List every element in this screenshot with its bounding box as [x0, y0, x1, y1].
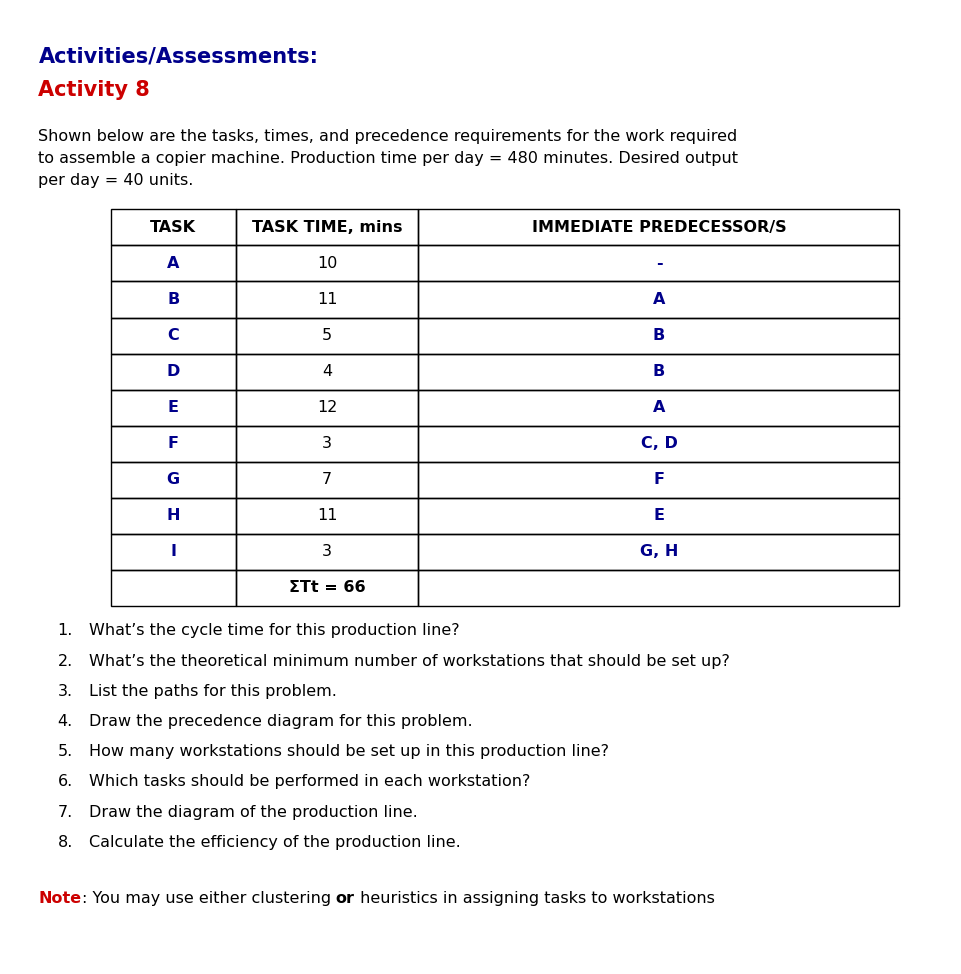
Bar [235, 281, 418, 318]
Bar [235, 498, 418, 534]
Text: 11: 11 [316, 292, 337, 307]
Bar [111, 426, 235, 462]
Bar [418, 426, 899, 462]
Text: C: C [167, 328, 179, 343]
Text: 5: 5 [322, 328, 332, 343]
Text: 11: 11 [316, 508, 337, 523]
Text: C, D: C, D [640, 436, 677, 451]
Text: 8.: 8. [58, 835, 73, 849]
Bar [235, 390, 418, 426]
Bar [235, 426, 418, 462]
Bar [111, 245, 235, 281]
Text: 7.: 7. [58, 805, 73, 819]
Bar [418, 245, 899, 281]
Text: I: I [170, 544, 176, 559]
Text: 6.: 6. [58, 774, 73, 789]
Text: Draw the diagram of the production line.: Draw the diagram of the production line. [88, 805, 417, 819]
Text: Note: Note [38, 891, 82, 906]
Bar [111, 354, 235, 390]
Text: A: A [167, 256, 179, 271]
Bar [418, 462, 899, 498]
Text: G: G [166, 472, 180, 487]
Bar [418, 354, 899, 390]
Text: 12: 12 [316, 400, 337, 415]
Text: or: or [335, 891, 355, 906]
Text: 4: 4 [322, 364, 332, 379]
Text: heuristics in assigning tasks to workstations: heuristics in assigning tasks to worksta… [355, 891, 714, 906]
Text: 2.: 2. [58, 654, 73, 668]
Text: What’s the theoretical minimum number of workstations that should be set up?: What’s the theoretical minimum number of… [88, 654, 728, 668]
Text: What’s the cycle time for this production line?: What’s the cycle time for this productio… [88, 623, 458, 638]
Text: H: H [166, 508, 180, 523]
Text: TASK: TASK [150, 220, 196, 235]
Text: 3: 3 [322, 544, 332, 559]
Text: per day = 40 units.: per day = 40 units. [38, 173, 194, 188]
Bar [235, 462, 418, 498]
Text: Which tasks should be performed in each workstation?: Which tasks should be performed in each … [88, 774, 530, 789]
Text: 7: 7 [322, 472, 332, 487]
Bar [418, 318, 899, 354]
Text: A: A [653, 292, 664, 307]
Text: Activity 8: Activity 8 [38, 80, 150, 100]
Text: TASK TIME, mins: TASK TIME, mins [252, 220, 402, 235]
Bar [418, 570, 899, 606]
Text: E: E [653, 508, 664, 523]
Text: 1.: 1. [58, 623, 73, 638]
Text: Shown below are the tasks, times, and precedence requirements for the work requi: Shown below are the tasks, times, and pr… [38, 129, 737, 143]
Text: 10: 10 [316, 256, 337, 271]
Bar [418, 498, 899, 534]
Text: 5.: 5. [58, 744, 73, 759]
Bar [418, 390, 899, 426]
Text: B: B [653, 328, 664, 343]
Bar [111, 462, 235, 498]
Text: 4.: 4. [58, 714, 73, 729]
Text: A: A [653, 400, 664, 415]
Bar [111, 498, 235, 534]
Text: IMMEDIATE PREDECESSOR/S: IMMEDIATE PREDECESSOR/S [531, 220, 785, 235]
Text: List the paths for this problem.: List the paths for this problem. [88, 684, 336, 698]
Bar [418, 281, 899, 318]
Bar [111, 318, 235, 354]
Text: Draw the precedence diagram for this problem.: Draw the precedence diagram for this pro… [88, 714, 472, 729]
Bar [235, 534, 418, 570]
Text: Activities/Assessments:: Activities/Assessments: [38, 47, 318, 67]
Text: D: D [166, 364, 180, 379]
Text: F: F [653, 472, 664, 487]
Bar [111, 570, 235, 606]
Text: to assemble a copier machine. Production time per day = 480 minutes. Desired out: to assemble a copier machine. Production… [38, 151, 738, 166]
Text: 3.: 3. [58, 684, 73, 698]
Bar [235, 209, 418, 245]
Text: ΣTt = 66: ΣTt = 66 [288, 581, 365, 595]
Bar [418, 534, 899, 570]
Text: B: B [653, 364, 664, 379]
Text: B: B [167, 292, 179, 307]
Text: : You may use either clustering: : You may use either clustering [82, 891, 335, 906]
Text: F: F [167, 436, 179, 451]
Text: -: - [655, 256, 661, 271]
Text: E: E [167, 400, 179, 415]
Text: How many workstations should be set up in this production line?: How many workstations should be set up i… [88, 744, 608, 759]
Bar [111, 390, 235, 426]
Bar [418, 209, 899, 245]
Text: Calculate the efficiency of the production line.: Calculate the efficiency of the producti… [88, 835, 459, 849]
Bar [235, 318, 418, 354]
Text: G, H: G, H [639, 544, 678, 559]
Text: 3: 3 [322, 436, 332, 451]
Bar [111, 209, 235, 245]
Bar [235, 570, 418, 606]
Bar [111, 534, 235, 570]
Bar [235, 245, 418, 281]
Bar [235, 354, 418, 390]
Bar [111, 281, 235, 318]
